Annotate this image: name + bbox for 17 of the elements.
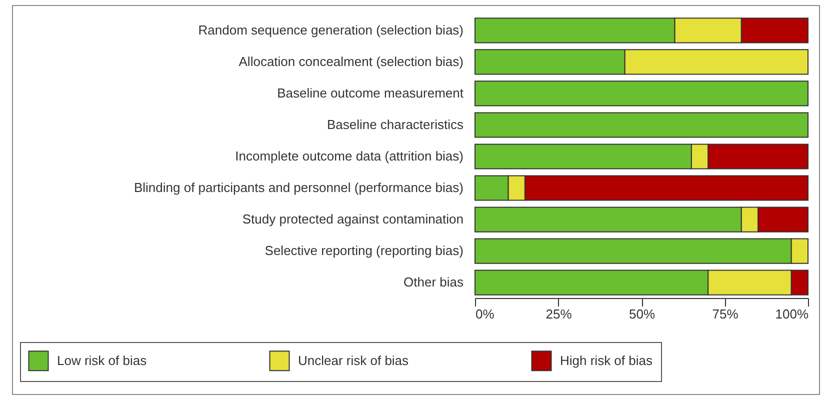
y-tick-label: Selective reporting (reporting bias) [264,243,464,258]
y-tick-label: Other bias [404,274,464,290]
y-tick-label: Allocation concealment (selection bias) [238,54,464,69]
y-tick-label: Baseline characteristics [326,116,464,132]
legend-label: Unclear risk of bias [298,352,410,368]
y-tick-label: Baseline outcome measurement [277,85,464,100]
y-tick-label: Incomplete outcome data (attrition bias) [235,148,464,164]
legend-label: Low risk of bias [57,352,148,368]
legend-label: High risk of bias [560,352,653,368]
x-tick-label: 100% [775,306,809,322]
x-tick-label: 0% [476,306,495,322]
y-tick-label: Blinding of participants and personnel (performance bias) [134,180,464,196]
x-tick-label: 50% [628,306,656,322]
y-tick-label: Study protected against contamination [242,212,464,227]
x-tick-label: 25% [546,306,572,322]
y-tick-label: Random sequence generation (selection bias) [198,22,464,38]
x-tick-label: 75% [712,306,739,322]
